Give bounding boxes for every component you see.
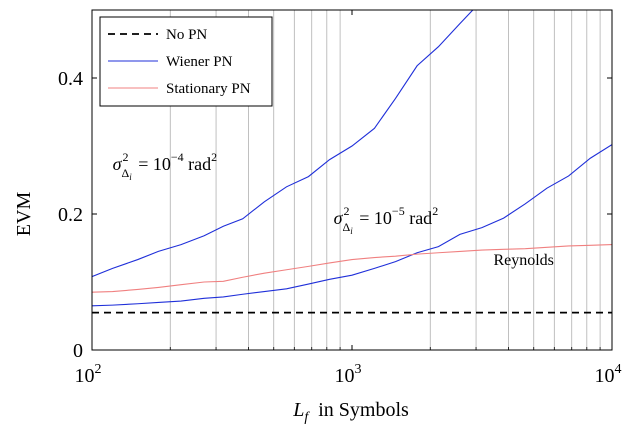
series-line — [92, 244, 612, 293]
annotations: σ2 Δi = 10−4 rad2 σ2 Δi = 10−5 rad2 Reynolds — [113, 150, 554, 269]
annotation-label: Reynolds — [493, 252, 553, 269]
annotation-formula: σ2 Δi = 10−5 rad2 — [334, 204, 439, 236]
plot-frame — [91, 9, 613, 351]
legend: No PN Wiener PN Stationary PN — [99, 16, 273, 107]
y-tick-label: 0 — [73, 340, 83, 362]
grid-lines — [169, 10, 601, 350]
annotation-formula: σ2 Δi = 10−4 rad2 — [113, 150, 218, 182]
tick-labels: 102 103 104 0 0.2 0.4 — [58, 68, 622, 387]
legend-label: Stationary PN — [166, 81, 251, 97]
x-tick-label: 104 — [595, 362, 622, 387]
legend-label: Wiener PN — [166, 54, 233, 70]
series-line — [92, 10, 474, 278]
y-tick-label: 0.2 — [58, 204, 83, 226]
series-line — [92, 144, 612, 307]
x-tick-label: 103 — [335, 362, 362, 387]
y-axis-label: EVM — [13, 192, 35, 237]
series-lines — [92, 10, 612, 314]
y-tick-label: 0.4 — [58, 68, 83, 90]
x-axis-label: Lf in Symbols — [292, 399, 409, 425]
x-tick-label: 102 — [75, 362, 102, 387]
legend-label: No PN — [166, 27, 207, 43]
